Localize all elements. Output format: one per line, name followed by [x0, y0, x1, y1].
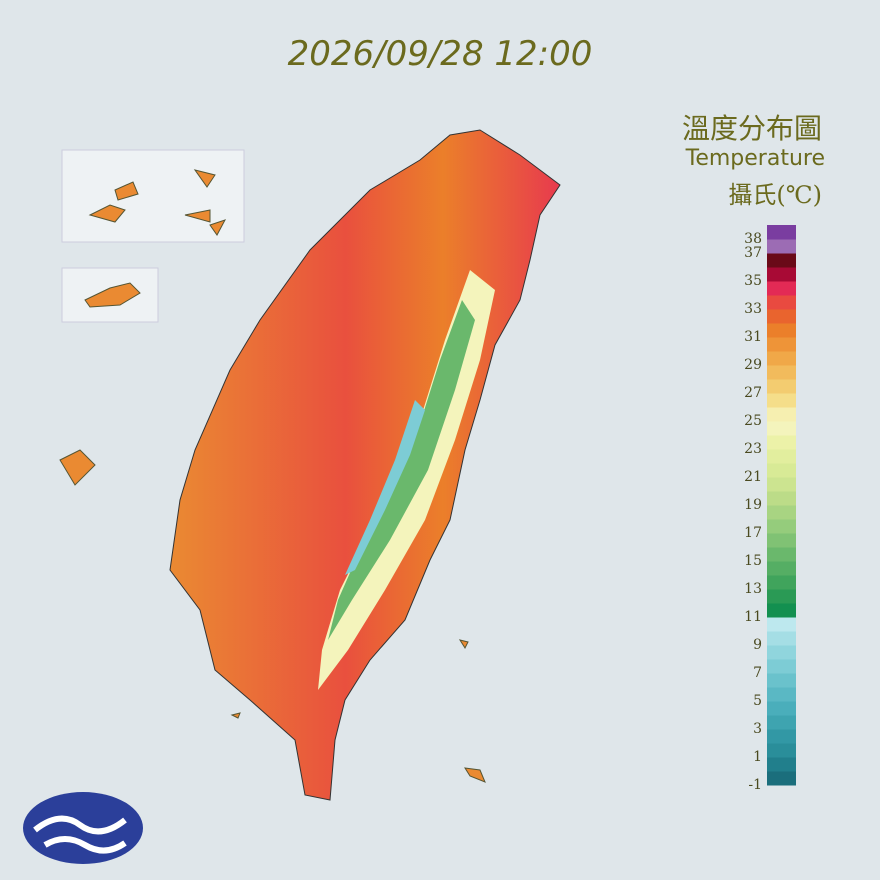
legend-tick-label: 23	[744, 441, 762, 457]
legend-swatch	[767, 379, 796, 394]
legend-swatch	[767, 519, 796, 534]
legend-swatch	[767, 715, 796, 730]
legend-swatch	[767, 351, 796, 366]
legend-tick-label: 11	[744, 609, 762, 625]
legend-tick-label: 33	[744, 301, 762, 317]
legend-tick-label: 15	[744, 553, 762, 569]
legend-tick-label: 5	[753, 693, 762, 709]
legend-tick-label: 38	[744, 231, 762, 247]
legend-swatch	[767, 393, 796, 408]
legend-swatch	[767, 575, 796, 590]
legend-tick-label: -1	[748, 777, 762, 793]
legend-swatch	[767, 421, 796, 436]
legend-title: 溫度分布圖	[682, 112, 822, 145]
legend-swatch	[767, 295, 796, 310]
taiwan-island	[59, 129, 561, 801]
legend-swatch	[767, 631, 796, 646]
legend-swatch	[767, 659, 796, 674]
legend-swatch	[767, 687, 796, 702]
legend-swatch	[767, 757, 796, 772]
legend-tick-label: 13	[744, 581, 762, 597]
legend-tick-label: 37	[744, 245, 762, 261]
legend-swatch	[767, 449, 796, 464]
legend-swatch	[767, 547, 796, 562]
inset-islands	[61, 149, 245, 323]
legend-swatch	[767, 239, 796, 254]
legend-swatch	[767, 491, 796, 506]
legend-swatch	[767, 253, 796, 268]
legend-swatch	[767, 771, 796, 786]
legend-swatch	[767, 673, 796, 688]
legend-swatch	[767, 617, 796, 632]
legend-swatch	[767, 645, 796, 660]
legend-tick-label: 35	[744, 273, 762, 289]
legend-swatch	[767, 463, 796, 478]
legend-swatch	[767, 743, 796, 758]
legend-tick-label: 7	[753, 665, 762, 681]
legend-swatch	[767, 603, 796, 618]
legend-tick-label: 19	[744, 497, 762, 513]
logo	[23, 792, 143, 864]
legend-tick-label: 1	[753, 749, 762, 765]
legend-tick-label: 25	[744, 413, 762, 429]
legend-tick-label: 9	[753, 637, 762, 653]
legend-swatch	[767, 477, 796, 492]
legend-swatch	[767, 505, 796, 520]
legend-unit: 攝氏(℃)	[728, 181, 822, 209]
legend-swatch	[767, 337, 796, 352]
legend-swatch	[767, 281, 796, 296]
legend-swatch	[767, 561, 796, 576]
legend-tick-label: 27	[744, 385, 762, 401]
legend-swatch	[767, 589, 796, 604]
legend-swatch	[767, 701, 796, 716]
legend-tick-label: 17	[744, 525, 762, 541]
legend-swatch	[767, 365, 796, 380]
legend-tick-label: 29	[744, 357, 762, 373]
legend-swatch	[767, 225, 796, 240]
legend-swatch	[767, 267, 796, 282]
timestamp: 2026/09/28 12:00	[288, 34, 593, 74]
legend-swatch	[767, 309, 796, 324]
legend-tick-label: 3	[753, 721, 762, 737]
legend-swatch	[767, 407, 796, 422]
legend-swatch	[767, 533, 796, 548]
legend-subtitle: Temperature	[685, 146, 825, 171]
legend-swatch	[767, 729, 796, 744]
legend-swatch	[767, 435, 796, 450]
legend-tick-label: 21	[744, 469, 762, 485]
legend-tick-label: 31	[744, 329, 762, 345]
legend-swatch	[767, 323, 796, 338]
